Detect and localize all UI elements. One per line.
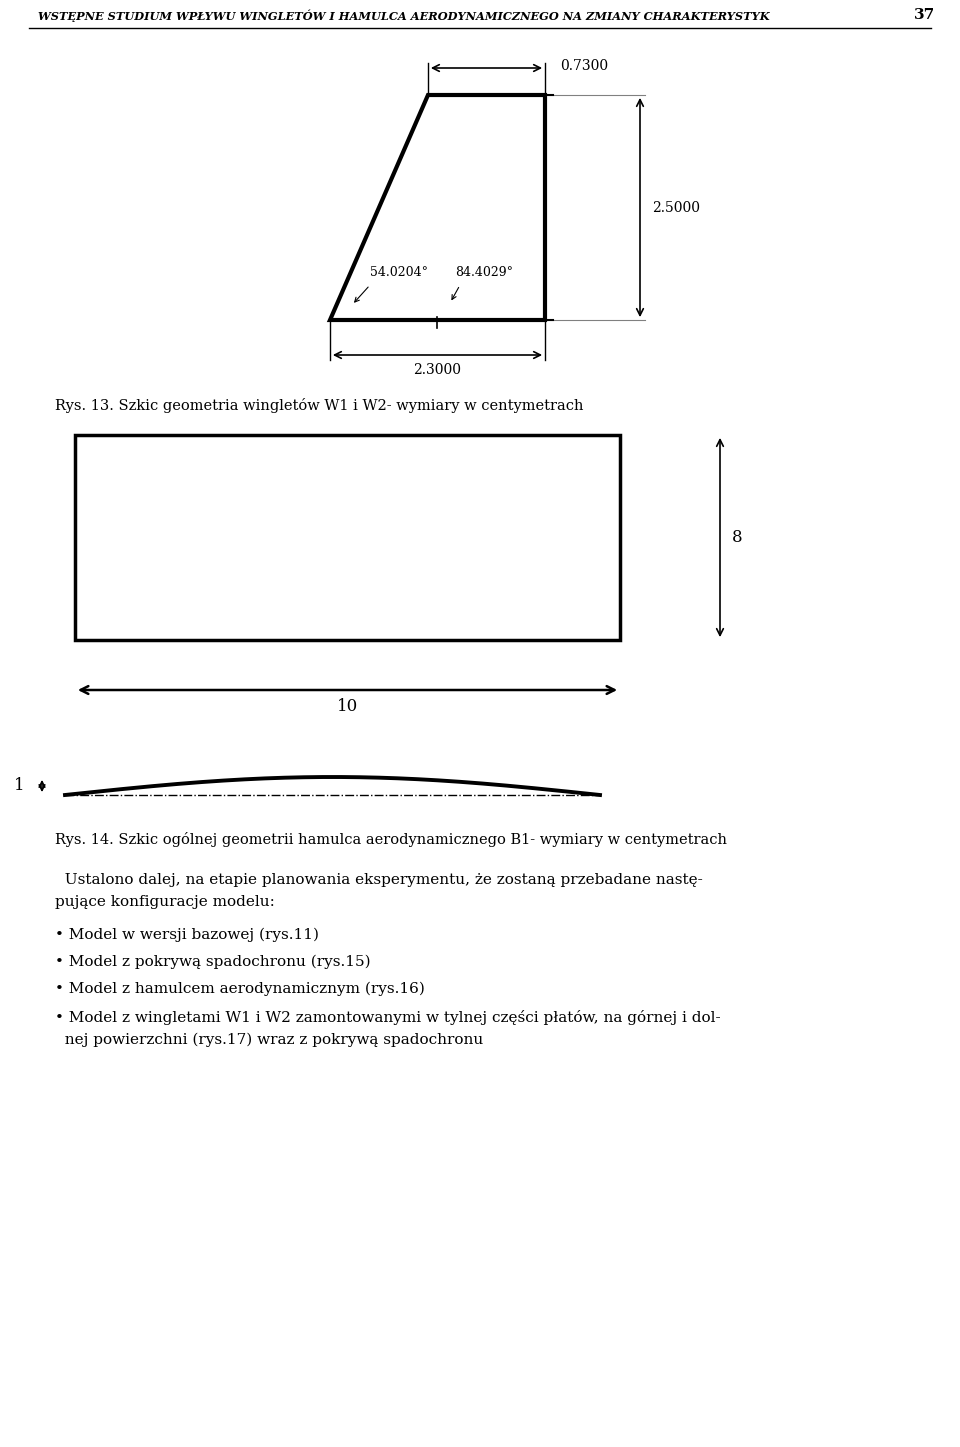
- Text: • Model z wingletami W1 i W2 zamontowanymi w tylnej części płatów, na górnej i d: • Model z wingletami W1 i W2 zamontowany…: [55, 1010, 721, 1024]
- Text: 2.5000: 2.5000: [652, 201, 700, 214]
- Text: 54.0204°: 54.0204°: [370, 265, 428, 278]
- Text: WSTĘPNE STUDIUM WPŁYWU WINGLETÓW I HAMULCA AERODYNAMICZNEGO NA ZMIANY CHARAKTERY: WSTĘPNE STUDIUM WPŁYWU WINGLETÓW I HAMUL…: [38, 10, 770, 22]
- Text: 10: 10: [337, 697, 358, 715]
- Text: Rys. 14. Szkic ogólnej geometrii hamulca aerodynamicznego B1- wymiary w centymet: Rys. 14. Szkic ogólnej geometrii hamulca…: [55, 832, 727, 846]
- Text: Rys. 13. Szkic geometria wingletów W1 i W2- wymiary w centymetrach: Rys. 13. Szkic geometria wingletów W1 i …: [55, 398, 584, 412]
- Text: 2.3000: 2.3000: [414, 363, 462, 378]
- Text: • Model z hamulcem aerodynamicznym (rys.16): • Model z hamulcem aerodynamicznym (rys.…: [55, 983, 425, 997]
- Text: 1: 1: [14, 777, 25, 794]
- Text: nej powierzchni (rys.17) wraz z pokrywą spadochronu: nej powierzchni (rys.17) wraz z pokrywą …: [55, 1033, 483, 1048]
- Text: pujące konfiguracje modelu:: pujące konfiguracje modelu:: [55, 896, 275, 909]
- Text: 84.4029°: 84.4029°: [455, 265, 513, 278]
- Bar: [75, 436, 620, 640]
- Text: Ustalono dalej, na etapie planowania eksperymentu, że zostaną przebadane nastę-: Ustalono dalej, na etapie planowania eks…: [55, 873, 703, 887]
- Text: 37: 37: [914, 9, 935, 22]
- Text: 0.7300: 0.7300: [560, 59, 608, 72]
- Text: 8: 8: [732, 530, 743, 546]
- Polygon shape: [330, 96, 545, 320]
- Text: • Model z pokrywą spadochronu (rys.15): • Model z pokrywą spadochronu (rys.15): [55, 955, 371, 969]
- Text: • Model w wersji bazowej (rys.11): • Model w wersji bazowej (rys.11): [55, 928, 319, 942]
